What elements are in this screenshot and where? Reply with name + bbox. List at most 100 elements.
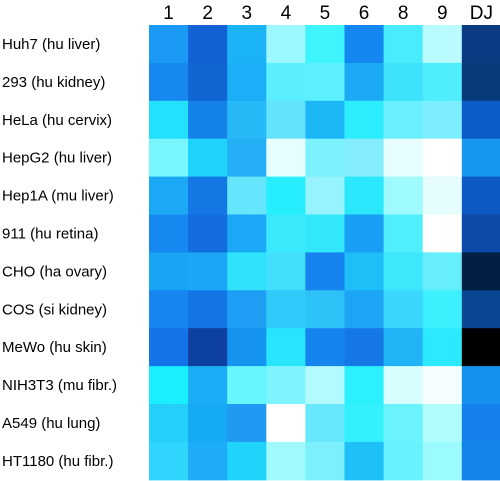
row-label: A549 (hu lung): [2, 415, 100, 432]
heatmap-cell: [344, 252, 385, 291]
heatmap-cell: [305, 214, 346, 253]
heatmap-cell: [344, 25, 385, 64]
heatmap-cell: [461, 290, 500, 329]
heatmap-cell: [305, 25, 346, 64]
heatmap-cell: [422, 138, 463, 178]
row-label: NIH3T3 (mu fibr.): [2, 377, 117, 394]
heatmap-cell: [383, 214, 424, 253]
heatmap-cell: [266, 176, 306, 216]
row-label: CHO (ha ovary): [2, 263, 107, 280]
row-label: HepG2 (hu liver): [2, 150, 112, 167]
heatmap-cell: [422, 404, 463, 443]
heatmap-cell: [422, 366, 463, 405]
heatmap-cell: [422, 25, 463, 64]
heatmap-cell: [344, 404, 385, 443]
heatmap-cell: [227, 62, 267, 102]
heatmap-cell: [227, 25, 267, 64]
heatmap-cell: [344, 290, 385, 329]
column-label: DJ: [470, 3, 493, 24]
column-label: 9: [437, 3, 448, 24]
heatmap-cell: [149, 214, 189, 253]
row-label: 293 (hu kidney): [2, 74, 105, 91]
heatmap-cell: [188, 25, 228, 64]
heatmap-cell: [344, 214, 385, 253]
heatmap-cell: [383, 138, 424, 178]
heatmap-cell: [227, 214, 267, 253]
heatmap-cell: [422, 441, 463, 481]
heatmap-cell: [149, 62, 189, 102]
heatmap-cell: [344, 176, 385, 216]
heatmap-cell: [188, 214, 228, 253]
heatmap-cell: [149, 328, 189, 367]
heatmap-cell: [188, 176, 228, 216]
column-label: 6: [359, 3, 370, 24]
heatmap-cell: [383, 328, 424, 367]
heatmap-cell: [266, 138, 306, 178]
heatmap-cell: [149, 138, 189, 178]
heatmap-cell: [188, 62, 228, 102]
heatmap-cell: [344, 441, 385, 481]
heatmap-cell: [227, 404, 267, 443]
heatmap-cell: [227, 328, 267, 367]
heatmap-cell: [149, 176, 189, 216]
heatmap-cell: [188, 138, 228, 178]
column-label: 4: [281, 3, 292, 24]
heatmap-cell: [422, 290, 463, 329]
heatmap-cell: [149, 252, 189, 291]
heatmap-cell: [383, 25, 424, 64]
heatmap-cell: [266, 366, 306, 405]
heatmap-cell: [305, 176, 346, 216]
heatmap-cell: [461, 138, 500, 178]
heatmap-cell: [344, 328, 385, 367]
heatmap-cell: [344, 138, 385, 178]
heatmap-cell: [227, 290, 267, 329]
heatmap-cell: [149, 441, 189, 481]
heatmap-cell: [149, 25, 189, 64]
column-label: 8: [398, 3, 409, 24]
row-label: Huh7 (hu liver): [2, 36, 100, 53]
heatmap-cell: [305, 100, 346, 140]
heatmap-cell: [266, 25, 306, 64]
heatmap-cell: [149, 100, 189, 140]
heatmap-cell: [227, 366, 267, 405]
row-label: HeLa (hu cervix): [2, 112, 112, 129]
heatmap-cell: [305, 290, 346, 329]
heatmap-cell: [422, 214, 463, 253]
row-label: 911 (hu retina): [2, 225, 98, 242]
heatmap-cell: [188, 290, 228, 329]
heatmap-cell: [266, 62, 306, 102]
heatmap-cell: [305, 138, 346, 178]
heatmap-cell: [149, 404, 189, 443]
heatmap-cell: [461, 176, 500, 216]
heatmap-cell: [305, 328, 346, 367]
heatmap-cell: [422, 62, 463, 102]
heatmap-cell: [305, 252, 346, 291]
heatmap-cell: [188, 366, 228, 405]
heatmap-cell: [305, 62, 346, 102]
heatmap-cell: [266, 252, 306, 291]
heatmap-cell: [188, 404, 228, 443]
heatmap-cell: [344, 366, 385, 405]
row-labels: Huh7 (hu liver) 293 (hu kidney) HeLa (hu c…: [2, 36, 117, 470]
heatmap-cell: [383, 290, 424, 329]
heatmap-cell: [188, 100, 228, 140]
heatmap-cells: [149, 25, 500, 481]
heatmap-cell: [461, 62, 500, 102]
heatmap-cell: [227, 138, 267, 178]
heatmap-cell: [344, 62, 385, 102]
heatmap-cell: [305, 441, 346, 481]
heatmap-cell: [227, 100, 267, 140]
heatmap-cell: [149, 290, 189, 329]
heatmap-cell: [266, 441, 306, 481]
heatmap-cell: [305, 404, 346, 443]
heatmap-cell: [266, 404, 306, 443]
heatmap-cell: [422, 252, 463, 291]
heatmap-cell: [305, 366, 346, 405]
heatmap-cell: [188, 252, 228, 291]
heatmap-cell: [266, 100, 306, 140]
heatmap-cell: [383, 176, 424, 216]
heatmap-cell: [383, 404, 424, 443]
heatmap-cell: [266, 290, 306, 329]
heatmap-cell: [383, 366, 424, 405]
